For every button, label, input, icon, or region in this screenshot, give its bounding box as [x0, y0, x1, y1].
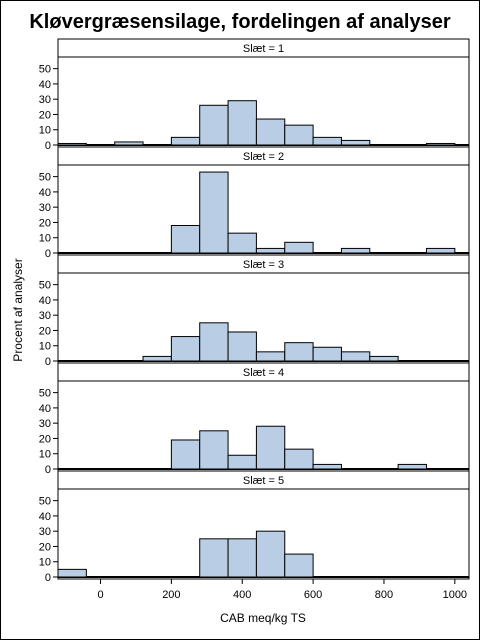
y-tick-label: 50	[39, 496, 51, 508]
histogram-bar	[284, 342, 314, 362]
histogram-bar	[227, 538, 257, 578]
panel-label: Slæt = 4	[243, 367, 284, 379]
histogram-bar	[57, 142, 87, 146]
histogram-bar	[255, 118, 286, 146]
x-tick-label: 200	[162, 589, 180, 601]
y-tick-label: 30	[39, 94, 51, 106]
panel-4: Slæt = 4 0 10 20 30 40 50	[39, 362, 470, 476]
panel-label: Slæt = 2	[243, 151, 284, 163]
y-tick-label: 40	[39, 511, 51, 523]
panel-plot-area	[57, 164, 470, 256]
histogram-bar	[199, 430, 229, 470]
y-tick-label: 10	[39, 125, 51, 137]
y-tick-label: 10	[39, 449, 51, 461]
y-tick-label: 30	[39, 202, 51, 214]
panel-label: Slæt = 5	[243, 475, 284, 487]
y-tick-label: 0	[45, 464, 51, 476]
x-tick-label: 800	[375, 589, 393, 601]
y-tick-label: 20	[39, 217, 51, 229]
histogram-bar	[425, 247, 456, 254]
histogram-bar	[57, 568, 87, 578]
histogram-bar	[284, 448, 314, 470]
histogram-bar	[142, 355, 172, 362]
y-tick-label: 50	[39, 280, 51, 292]
x-axis: 0 200 400 600 800 1000	[97, 579, 467, 601]
y-tick-label: 40	[39, 403, 51, 415]
x-tick-label: 400	[233, 589, 251, 601]
panel-label: Slæt = 3	[243, 259, 284, 271]
chart-title: Kløvergræsensilage, fordelingen af analy…	[29, 11, 450, 33]
histogram-bar	[255, 530, 286, 578]
histogram-bar	[312, 346, 342, 362]
y-tick-label: 20	[39, 109, 51, 121]
histogram-bar	[114, 141, 144, 146]
histogram-bar	[199, 171, 229, 254]
y-tick-label: 30	[39, 418, 51, 430]
histogram-bar	[255, 425, 286, 470]
histogram-bar	[340, 351, 371, 362]
histogram-bar	[284, 241, 314, 254]
histogram-bar	[170, 225, 201, 254]
y-tick-label: 10	[39, 557, 51, 569]
x-tick-label: 0	[97, 589, 103, 601]
y-tick-label: 0	[45, 140, 51, 152]
x-tick-label: 600	[304, 589, 322, 601]
histogram-bar	[312, 136, 342, 146]
histogram-bar	[397, 463, 427, 470]
histogram-bar	[425, 142, 456, 146]
histogram-bar	[227, 454, 257, 470]
y-tick-label: 20	[39, 325, 51, 337]
histogram-bar	[255, 247, 286, 254]
y-tick-label: 30	[39, 526, 51, 538]
y-tick-label: 40	[39, 295, 51, 307]
y-tick-label: 20	[39, 541, 51, 553]
histogram-bar	[312, 463, 342, 470]
histogram-bar	[227, 331, 257, 362]
y-tick-label: 0	[45, 356, 51, 368]
histogram-bar	[255, 351, 286, 362]
y-tick-label: 50	[39, 388, 51, 400]
histogram-bar	[227, 232, 257, 254]
panel-plot-area	[57, 272, 470, 364]
histogram-bar	[170, 439, 201, 470]
y-tick-label: 30	[39, 310, 51, 322]
panel-label: Slæt = 1	[243, 43, 284, 55]
panel-3: Slæt = 3 0 10 20 30 40 50	[39, 254, 470, 368]
y-tick-label: 0	[45, 572, 51, 584]
y-tick-label: 10	[39, 233, 51, 245]
histogram-bar	[340, 139, 371, 146]
y-tick-label: 40	[39, 187, 51, 199]
x-tick-label: 1000	[443, 589, 467, 601]
histogram-bar	[369, 355, 399, 362]
y-tick-label: 50	[39, 64, 51, 76]
histogram-bar	[227, 100, 257, 146]
histogram-bar	[340, 247, 371, 254]
y-axis-title: Procent af analyser	[11, 258, 25, 361]
histogram-bar	[284, 553, 314, 578]
x-axis-title: CAB meq/kg TS	[220, 611, 306, 625]
panel-1: Slæt = 1 0 10 20 30 40 50	[39, 38, 470, 152]
histogram-bar	[170, 136, 201, 146]
histogram-bar	[170, 336, 201, 362]
y-tick-label: 10	[39, 341, 51, 353]
panel-2: Slæt = 2 0 10 20 30 40 50	[39, 146, 470, 260]
y-tick-label: 40	[39, 79, 51, 91]
histogram-bar	[199, 104, 229, 146]
y-tick-label: 20	[39, 433, 51, 445]
histogram-bar	[199, 322, 229, 362]
panel-5: Slæt = 5 0 10 20 30 40 50	[39, 470, 470, 584]
y-tick-label: 50	[39, 172, 51, 184]
histogram-bar	[199, 538, 229, 578]
y-tick-label: 0	[45, 248, 51, 260]
histogram-bar	[284, 124, 314, 146]
